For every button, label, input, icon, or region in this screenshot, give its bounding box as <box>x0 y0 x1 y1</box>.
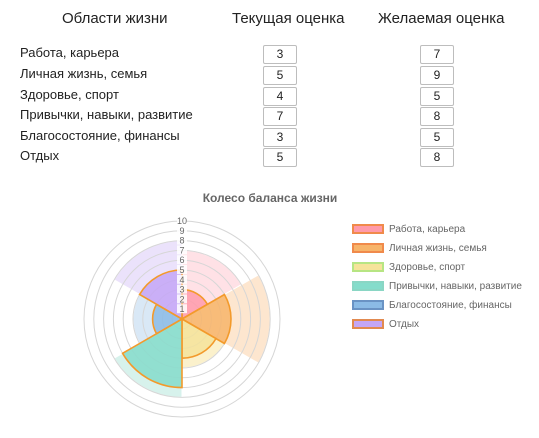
tick-label-bg <box>177 225 187 235</box>
header-desired: Желаемая оценка <box>378 10 505 27</box>
tick-label-bg <box>177 245 187 255</box>
current-score-field[interactable]: 3 <box>263 128 297 147</box>
tick-label-bg <box>177 304 187 314</box>
tick-label: 6 <box>179 255 184 265</box>
row-label: Здоровье, спорт <box>20 87 119 102</box>
current-sector <box>121 317 183 389</box>
tick-label-bg <box>177 216 187 225</box>
tick-label: 9 <box>179 226 184 236</box>
header-current: Текущая оценка <box>232 10 345 27</box>
desired-score-field[interactable]: 8 <box>420 107 454 126</box>
current-score-field[interactable]: 7 <box>263 107 297 126</box>
tick-label-bg <box>177 294 187 304</box>
row-label: Личная жизнь, семья <box>20 66 148 81</box>
legend-swatch <box>352 319 384 329</box>
row-label: Отдых <box>20 148 60 163</box>
legend-swatch <box>352 243 384 253</box>
legend-label: Отдых <box>389 318 420 330</box>
tick-label: 10 <box>177 216 187 226</box>
legend-label: Работа, карьера <box>389 223 466 235</box>
chart-title: Колесо баланса жизни <box>202 191 338 205</box>
current-score-field[interactable]: 3 <box>263 45 297 64</box>
current-score-field[interactable]: 5 <box>263 66 297 85</box>
tick-label: 2 <box>179 294 184 304</box>
current-score-field[interactable]: 4 <box>263 87 297 106</box>
legend-item[interactable]: Личная жизнь, семья <box>352 241 487 255</box>
current-sector <box>180 293 232 345</box>
legend-swatch <box>352 262 384 272</box>
tick-label: 1 <box>179 304 184 314</box>
tick-label-bg <box>177 265 187 274</box>
desired-score-field[interactable]: 9 <box>420 66 454 85</box>
row-label: Благосостояние, финансы <box>20 128 180 143</box>
legend-item[interactable]: Отдых <box>352 317 419 331</box>
tick-label: 4 <box>179 275 184 285</box>
row-label: Работа, карьера <box>20 45 120 60</box>
header-area: Области жизни <box>62 10 168 27</box>
legend-item[interactable]: Работа, карьера <box>352 222 465 236</box>
legend-label: Благосостояние, финансы <box>389 299 512 311</box>
legend-item[interactable]: Здоровье, спорт <box>352 260 465 274</box>
tick-label: 7 <box>179 245 184 255</box>
legend-label: Привычки, навыки, развитие <box>389 280 522 292</box>
tick-label: 8 <box>179 236 184 246</box>
tick-label-bg <box>177 274 187 284</box>
tick-label-bg <box>177 284 187 294</box>
desired-score-field[interactable]: 8 <box>420 148 454 167</box>
current-score-field[interactable]: 5 <box>263 148 297 167</box>
desired-score-field[interactable]: 5 <box>420 128 454 147</box>
tick-label-bg <box>177 255 187 265</box>
tick-label: 3 <box>179 285 184 295</box>
legend-swatch <box>352 300 384 310</box>
tick-label-bg <box>177 235 187 245</box>
desired-score-field[interactable]: 7 <box>420 45 454 64</box>
tick-label: 5 <box>179 265 184 275</box>
legend-swatch <box>352 281 384 291</box>
legend-item[interactable]: Благосостояние, финансы <box>352 298 512 312</box>
legend-item[interactable]: Привычки, навыки, развитие <box>352 279 522 293</box>
legend-swatch <box>352 224 384 234</box>
legend-label: Здоровье, спорт <box>389 261 466 273</box>
legend-label: Личная жизнь, семья <box>389 242 487 254</box>
row-label: Привычки, навыки, развитие <box>20 107 193 122</box>
desired-score-field[interactable]: 5 <box>420 87 454 106</box>
